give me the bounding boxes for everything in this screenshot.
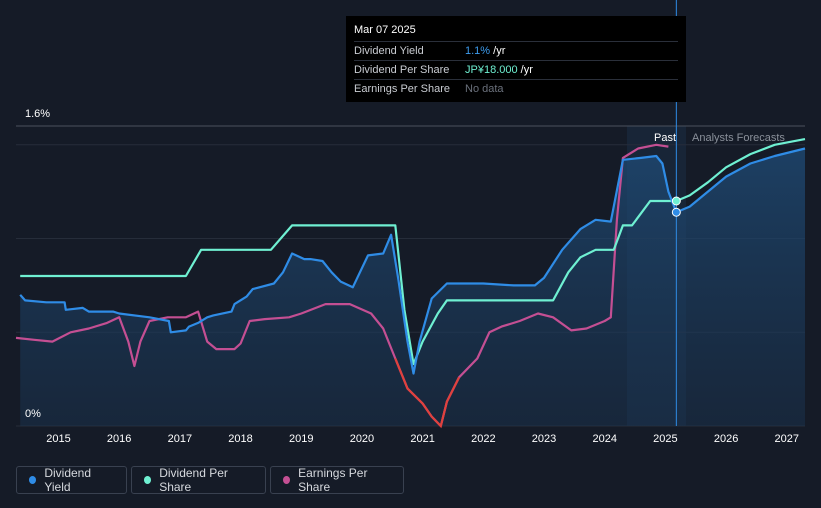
tooltip-label: Dividend Yield: [354, 45, 424, 57]
legend-dividend-per-share[interactable]: Dividend Per Share: [131, 466, 266, 494]
x-tick-label: 2017: [167, 433, 193, 445]
series-lines: [15, 138, 806, 429]
forecast-label: Analysts Forecasts: [692, 132, 785, 144]
tooltip-value: No data: [465, 83, 504, 95]
tooltip: Mar 07 2025 Dividend Yield 1.1% /yr Divi…: [346, 16, 686, 102]
legend-dot-icon: [144, 476, 152, 484]
legend-label: Earnings Per Share: [298, 466, 368, 494]
marker-dividend-yield[interactable]: [671, 207, 681, 217]
dividend-yield-area: [20, 148, 805, 426]
legend-dot-icon: [283, 476, 291, 484]
series-line-dividend-per-share: [20, 138, 806, 366]
x-tick-label: 2023: [531, 433, 557, 445]
markers: [671, 196, 681, 217]
legend-dot-icon: [29, 476, 37, 484]
legend-dividend-yield[interactable]: Dividend Yield: [16, 466, 127, 494]
x-tick-label: 2022: [471, 433, 496, 445]
x-tick-label: 2016: [106, 433, 132, 445]
tooltip-value: JP¥18.000 /yr: [465, 64, 533, 76]
legend-label: Dividend Yield: [44, 466, 92, 494]
y-axis-top-label: 1.6%: [25, 108, 51, 120]
x-tick-label: 2025: [653, 433, 678, 445]
tooltip-row-dividend-per-share: Dividend Per Share JP¥18.000 /yr: [354, 61, 678, 80]
series-line-dividend-yield: [19, 147, 806, 375]
series-line-earnings-per-share: [15, 143, 669, 428]
x-tick-label: 2019: [289, 433, 314, 445]
x-tick-label: 2015: [46, 433, 71, 445]
tooltip-row-dividend-yield: Dividend Yield 1.1% /yr: [354, 42, 678, 61]
x-tick-label: 2021: [410, 433, 435, 445]
x-tick-label: 2027: [774, 433, 800, 445]
tooltip-row-earnings-per-share: Earnings Per Share No data: [354, 80, 678, 98]
x-tick-label: 2020: [349, 433, 375, 445]
legend-label: Dividend Per Share: [159, 466, 228, 494]
marker-dividend-per-share[interactable]: [671, 196, 681, 206]
legend-earnings-per-share[interactable]: Earnings Per Share: [270, 466, 404, 494]
x-tick-label: 2024: [592, 433, 617, 445]
series-line-earnings-low-segment: [394, 358, 461, 429]
y-axis-bottom-label: 0%: [25, 408, 41, 420]
x-tick-label: 2018: [228, 433, 253, 445]
past-label: Past: [654, 132, 677, 144]
tooltip-label: Earnings Per Share: [354, 83, 450, 95]
tooltip-label: Dividend Per Share: [354, 64, 450, 76]
x-tick-label: 2026: [713, 433, 739, 445]
tooltip-date: Mar 07 2025: [354, 24, 678, 42]
tooltip-value: 1.1% /yr: [465, 45, 506, 57]
